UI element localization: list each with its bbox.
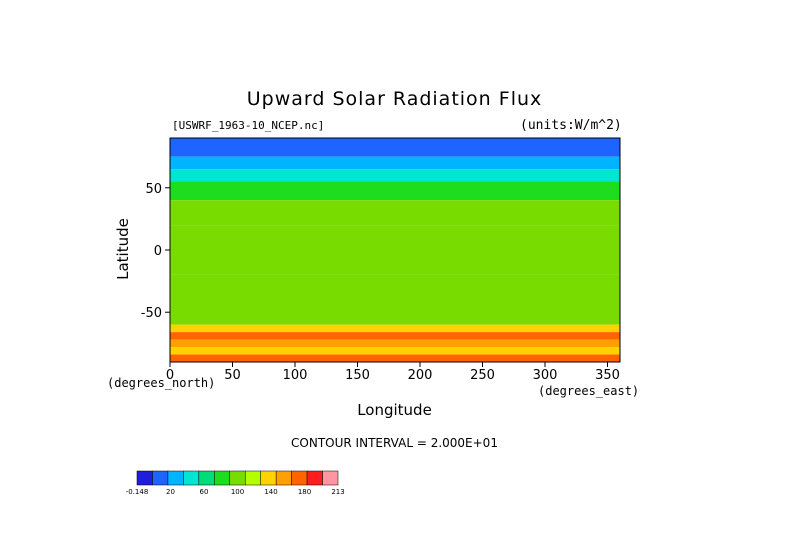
heat-band [170,332,620,340]
x-tick-label: 250 [470,368,495,383]
heat-band [170,339,620,348]
x-units-left: (degrees_north) [107,376,216,390]
colorbar-swatch [136,470,153,486]
y-tick-label: 0 [154,244,162,259]
heat-band [170,274,620,306]
colorbar-tick-label: 213 [331,488,344,496]
x-tick-label: 200 [408,368,433,383]
heat-band [170,138,620,157]
x-tick-label: 300 [533,368,558,383]
x-tick-label: 50 [224,368,241,383]
y-tick-label: 50 [145,182,162,197]
colorbar-swatch [229,470,246,486]
heat-band [170,156,620,170]
colorbar-tick-label: 100 [231,488,244,496]
heat-band [170,306,620,325]
colorbar-swatch [198,470,215,486]
colorbar-tick-label: 140 [264,488,277,496]
x-units-right: (degrees_east) [538,384,640,398]
colorbar-swatch [214,470,231,486]
file-label: [USWRF_1963-10_NCEP.nc] [172,119,325,132]
colorbar-tick-label: -0.148 [126,488,149,496]
heat-band [170,200,620,226]
contour-interval-text: CONTOUR INTERVAL = 2.000E+01 [291,436,498,450]
x-tick-label: 100 [283,368,308,383]
heat-band [170,225,620,250]
colorbar-swatch [244,470,261,486]
colorbar-swatch [306,470,323,486]
x-tick-label: 150 [345,368,370,383]
heat-band [170,250,620,275]
heat-band [170,181,620,201]
y-tick-label: -50 [141,306,162,321]
colorbar-swatch [152,470,169,486]
colorbar-swatch [260,470,277,486]
heat-band [170,347,620,355]
chart-title: Upward Solar Radiation Flux [246,88,543,110]
heat-band [170,324,620,333]
heat-band [170,354,620,362]
colorbar-swatch [183,470,200,486]
heat-band [170,169,620,182]
x-tick-label: 350 [595,368,620,383]
colorbar-swatch [167,470,184,486]
colorbar-tick-label: 60 [200,488,209,496]
colorbar-swatch [291,470,308,486]
units-label: (units:W/m^2) [520,118,622,133]
x-axis-label: Longitude [357,401,432,419]
colorbar-swatch [322,470,339,486]
colorbar-swatch [275,470,292,486]
colorbar-tick-label: 20 [166,488,175,496]
x-tick-label: 0 [166,368,174,383]
colorbar-tick-label: 180 [298,488,311,496]
